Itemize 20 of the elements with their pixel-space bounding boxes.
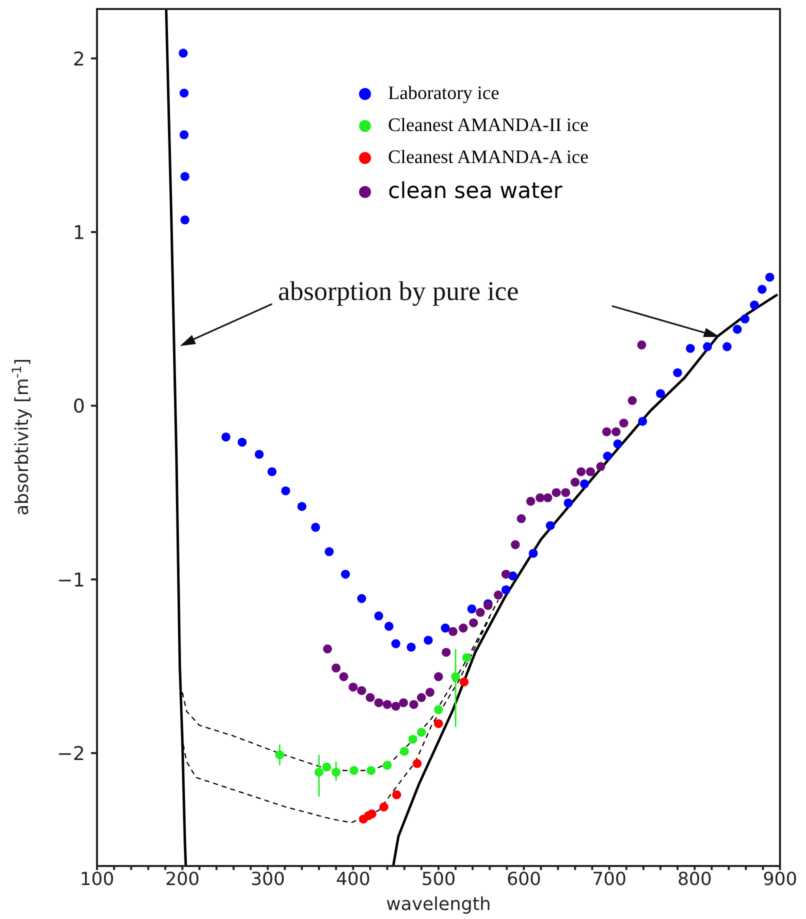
y-tick-label: −1 — [56, 569, 85, 592]
y-tick-label: 2 — [72, 48, 85, 70]
legend-label: clean sea water — [388, 179, 562, 204]
x-tick-label: 400 — [336, 868, 370, 890]
x-axis-title: wavelength — [386, 894, 491, 915]
annotation: absorption by pure ice — [278, 276, 519, 307]
x-tick-label: 900 — [762, 868, 798, 890]
x-tick-label: 300 — [250, 868, 285, 890]
x-tick-label: 500 — [421, 868, 456, 890]
legend-label: Cleanest AMANDA-A ice — [388, 147, 589, 169]
y-tick-label: −2 — [56, 743, 85, 766]
legend-label: Cleanest AMANDA-II ice — [388, 115, 589, 137]
x-tick-label: 600 — [506, 868, 542, 890]
legend-label: Laboratory ice — [388, 83, 500, 105]
y-tick-label: 0 — [72, 396, 85, 418]
y-tick-label: 1 — [72, 222, 85, 244]
x-tick-label: 100 — [80, 868, 114, 890]
x-tick-label: 800 — [677, 868, 712, 890]
x-tick-label: 700 — [592, 868, 626, 890]
x-tick-label: 200 — [165, 868, 200, 890]
